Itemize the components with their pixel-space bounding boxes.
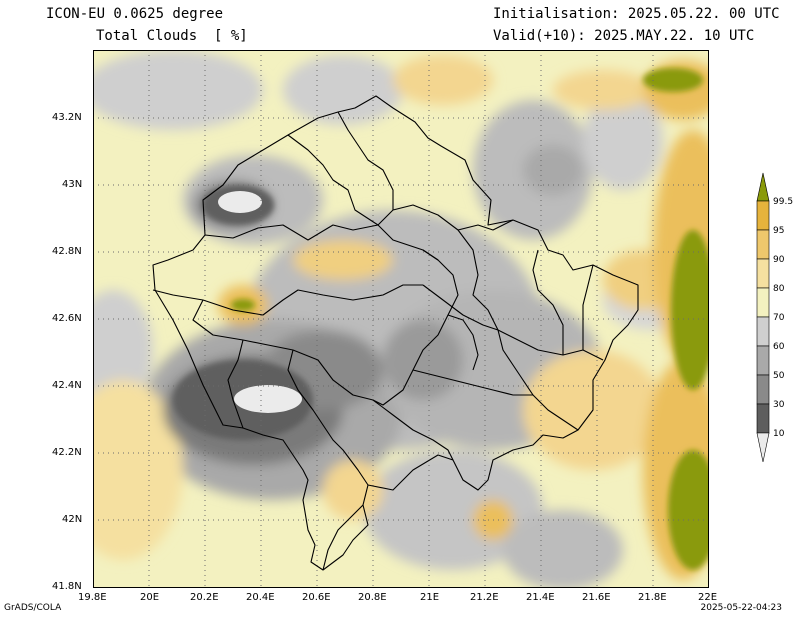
colorbar-label: 95	[773, 226, 785, 236]
colorbar-label: 50	[773, 371, 785, 381]
lat-label: 42.6N	[52, 313, 82, 324]
colorbar-label: 99.5	[773, 197, 794, 207]
colorbar-label: 60	[773, 342, 785, 352]
colorbar-segment	[756, 374, 770, 405]
colorbar-segment	[756, 258, 770, 289]
colorbar	[756, 172, 770, 463]
map-frame	[93, 50, 709, 588]
lat-label: 41.8N	[52, 581, 82, 592]
map-canvas	[93, 50, 709, 588]
clear-sky-area	[218, 191, 262, 213]
lon-label: 20.8E	[358, 592, 387, 603]
lat-label: 42.2N	[52, 447, 82, 458]
lat-label: 43.2N	[52, 112, 82, 123]
lat-label: 42.4N	[52, 380, 82, 391]
lon-label: 21.2E	[470, 592, 499, 603]
lat-label: 42.8N	[52, 246, 82, 257]
lat-label: 43N	[62, 179, 83, 190]
clear-sky-area	[234, 385, 302, 413]
lon-label: 21.8E	[638, 592, 667, 603]
variable-label: Total Clouds [ %]	[96, 28, 248, 44]
footer-timestamp: 2025-05-22-04:23	[700, 603, 783, 613]
colorbar-segment	[756, 229, 770, 260]
lon-label: 22E	[698, 592, 718, 603]
colorbar-segment	[756, 172, 770, 202]
lon-label: 19.8E	[78, 592, 107, 603]
cloud-map	[93, 50, 709, 588]
initialisation-label: Initialisation: 2025.05.22. 00 UTC	[493, 6, 780, 22]
colorbar-label: 80	[773, 284, 785, 294]
outer-border	[152, 95, 639, 571]
colorbar-label: 70	[773, 313, 785, 323]
colorbar-segment	[756, 403, 770, 434]
colorbar-segment	[756, 316, 770, 347]
colorbar-segment	[756, 200, 770, 231]
colorbar-segment	[756, 432, 770, 463]
borders	[152, 95, 639, 571]
lon-label: 21.4E	[526, 592, 555, 603]
lon-label: 20E	[140, 592, 160, 603]
colorbar-label: 30	[773, 400, 785, 410]
footer-credit: GrADS/COLA	[4, 603, 62, 613]
lon-label: 20.4E	[246, 592, 275, 603]
map-title: ICON-EU 0.0625 degree	[46, 6, 224, 22]
valid-time-label: Valid(+10): 2025.MAY.22. 10 UTC	[493, 28, 755, 44]
lon-label: 21.6E	[582, 592, 611, 603]
lon-label: 20.6E	[302, 592, 331, 603]
lon-label: 21E	[420, 592, 440, 603]
colorbar-label: 10	[773, 429, 785, 439]
colorbar-segment	[756, 287, 770, 318]
lat-label: 42N	[62, 514, 83, 525]
lon-label: 20.2E	[190, 592, 219, 603]
colorbar-label: 90	[773, 255, 785, 265]
colorbar-segment	[756, 345, 770, 376]
cloud-field-detail	[173, 68, 709, 570]
